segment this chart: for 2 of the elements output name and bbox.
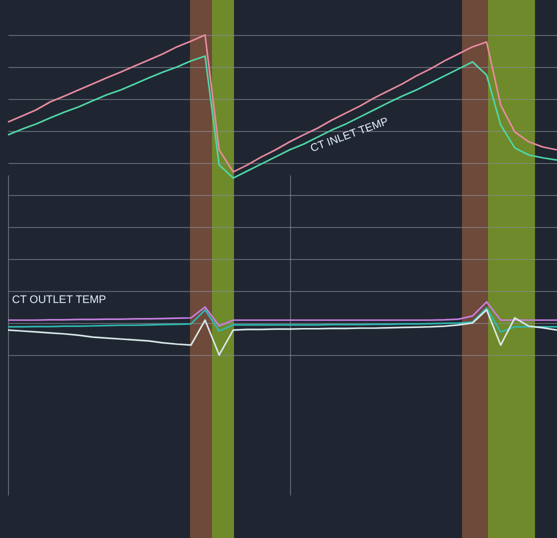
annotation: CT OUTLET TEMP [12,294,106,306]
annotation: CT INLET TEMP [308,116,390,155]
